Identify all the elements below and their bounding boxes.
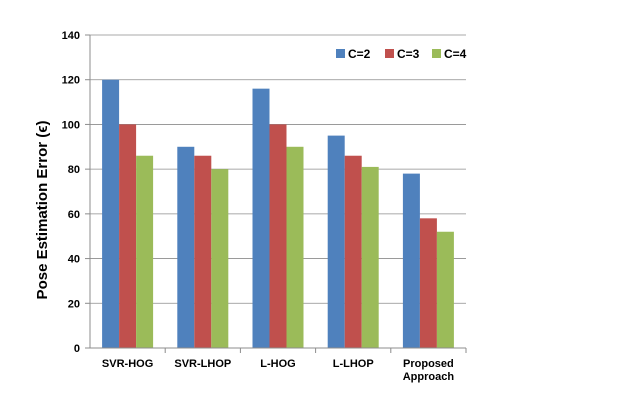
bar-C3-4 [419, 218, 437, 348]
legend-label-C3: C=3 [397, 47, 420, 61]
y-tick-label-100: 100 [62, 119, 80, 131]
x-category-label-line: Proposed [403, 358, 454, 370]
x-category-label-line: SVR-HOG [102, 358, 153, 370]
bar-C2-2 [252, 88, 270, 349]
bar-C3-0 [119, 124, 137, 348]
legend-label-C2: C=2 [348, 47, 371, 61]
legend: C=2 C=3 C=4 [336, 47, 467, 61]
bar-C2-3 [327, 135, 345, 348]
x-category-label-2: L-HOG [260, 358, 295, 370]
bar-C3-3 [344, 155, 362, 348]
x-category-label-line: Approach [403, 371, 455, 383]
bar-C4-1 [211, 169, 229, 348]
bar-C2-1 [177, 146, 195, 348]
bars [102, 79, 454, 349]
x-category-label-1: SVR-LHOP [174, 358, 231, 370]
bar-C3-2 [269, 124, 287, 348]
y-tick-label-20: 20 [68, 298, 80, 310]
bar-C4-2 [286, 146, 304, 348]
y-tick-label-60: 60 [68, 209, 80, 221]
x-category-label-3: L-LHOP [333, 358, 374, 370]
x-category-label-line: L-LHOP [333, 358, 374, 370]
y-tick-label-0: 0 [74, 343, 80, 355]
bar-C4-3 [361, 166, 379, 348]
legend-swatch-C3 [385, 49, 394, 58]
axes [85, 34, 467, 353]
y-axis-title: Pose Estimation Error (ϵ) [34, 121, 51, 300]
bar-C3-1 [194, 155, 212, 348]
x-category-label-line: L-HOG [260, 358, 295, 370]
bar-C2-4 [402, 173, 420, 348]
bar-C4-0 [136, 155, 154, 348]
y-tick-label-140: 140 [62, 30, 80, 42]
y-tick-label-120: 120 [62, 75, 80, 87]
x-category-label-0: SVR-HOG [102, 358, 153, 370]
legend-swatch-C2 [336, 49, 345, 58]
y-tick-label-80: 80 [68, 164, 80, 176]
x-category-label-4: Proposed Approach [403, 358, 455, 383]
bar-C2-0 [102, 79, 120, 348]
x-category-label-line: SVR-LHOP [174, 358, 231, 370]
labels: 0 20 40 60 80 100 120 140 SVR-HOG SVR-LHOP L-HOG L-… [62, 30, 455, 383]
legend-label-C4: C=4 [444, 47, 467, 61]
bar-C4-4 [436, 231, 454, 348]
y-tick-label-40: 40 [68, 254, 80, 266]
legend-swatch-C4 [432, 49, 441, 58]
